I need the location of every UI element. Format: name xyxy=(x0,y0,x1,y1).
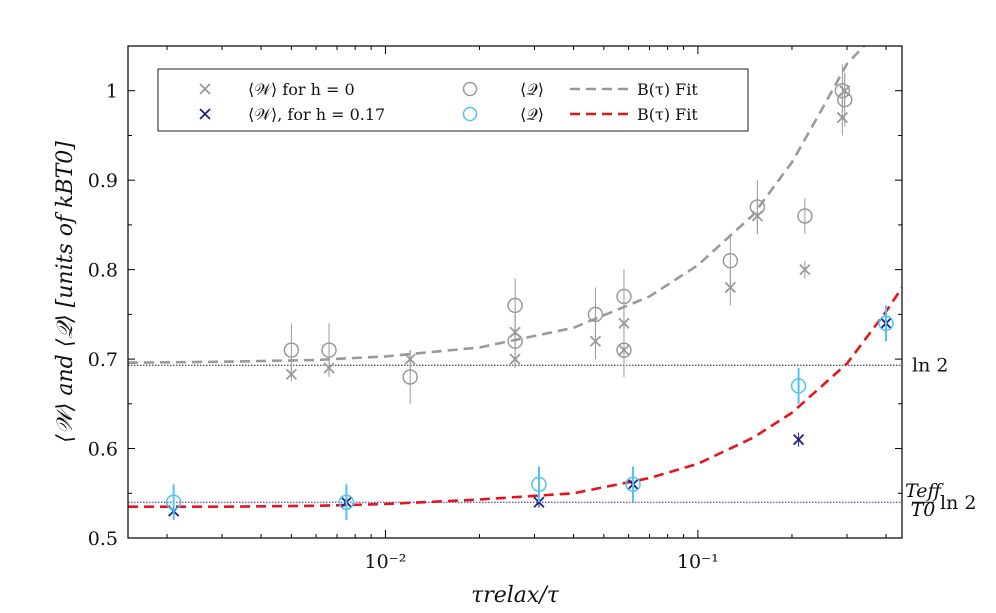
data-point-circle xyxy=(616,288,632,305)
y-tick-label: 0.9 xyxy=(88,170,118,192)
y-tick-label: 0.5 xyxy=(88,528,118,550)
data-point-circle xyxy=(283,342,300,358)
data-point-x xyxy=(799,263,811,276)
reference-label-tail: ln 2 xyxy=(940,492,976,514)
data-point-circle xyxy=(402,369,418,385)
legend-marker xyxy=(199,108,211,120)
reference-line-label: ln 2 xyxy=(912,354,948,376)
legend-marker xyxy=(462,81,478,97)
data-point-circle xyxy=(749,199,766,215)
legend-marker xyxy=(199,83,211,95)
data-point-circle xyxy=(616,342,632,358)
legend-entry: ⟨𝒬⟩ xyxy=(462,105,544,124)
marker-stroke xyxy=(799,263,811,276)
legend-label: ⟨𝒬⟩ xyxy=(520,105,544,124)
legend-label: ⟨𝒲⟩, for h = 0.17 xyxy=(248,105,385,124)
legend-entry: ⟨𝒲⟩, for h = 0.17 xyxy=(199,105,385,124)
marker-stroke xyxy=(792,433,805,446)
reference-label-denominator: T0 xyxy=(911,499,936,521)
data-point-circle xyxy=(507,333,523,349)
legend-marker xyxy=(462,106,478,122)
data-point-x xyxy=(792,433,805,446)
y-axis-label: ⟨𝒲⟩ and ⟨𝒬⟩ [units of kBT0] xyxy=(53,141,78,443)
y-tick-label: 0.7 xyxy=(88,349,118,371)
y-tick-label: 1 xyxy=(106,81,118,103)
data-point-circle xyxy=(797,208,813,224)
data-point-circle xyxy=(507,297,523,314)
legend: ⟨𝒲⟩ for h = 0 ⟨𝒲⟩, for h = 0.17 ⟨𝒬⟩ ⟨𝒬⟩ B(τ)… xyxy=(157,68,749,132)
axis-ticks: 0.5 0.6 0.7 0.8 0.9 1 10⁻² 10⁻¹ xyxy=(88,46,902,573)
legend-label: B(τ) Fit xyxy=(637,105,698,124)
data-point-circle xyxy=(338,494,355,510)
data-point-circle xyxy=(836,91,853,108)
fit-curves xyxy=(128,46,902,508)
fit-curve-gray xyxy=(128,46,865,364)
x-tick-label: 10⁻² xyxy=(365,551,407,573)
fit-curve-red xyxy=(128,286,902,508)
plot-frame xyxy=(127,45,903,539)
data-points xyxy=(165,63,894,521)
reference-label-numerator: Teff xyxy=(905,480,944,502)
data-point-circle xyxy=(165,494,182,510)
legend-entry: B(τ) Fit xyxy=(570,105,698,124)
legend-label: B(τ) Fit xyxy=(637,80,698,99)
data-point-circle xyxy=(587,306,604,323)
data-point-circle xyxy=(321,342,337,358)
data-point-circle xyxy=(790,378,807,394)
data-point-circle xyxy=(878,315,894,332)
data-point-circle xyxy=(531,476,547,493)
legend-entry: ⟨𝒬⟩ xyxy=(462,80,544,99)
legend-label: ⟨𝒲⟩ for h = 0 xyxy=(248,80,355,99)
legend-entry: B(τ) Fit xyxy=(570,80,698,99)
data-point-circle xyxy=(834,82,851,99)
series-3 xyxy=(165,305,894,521)
data-point-circle xyxy=(625,476,641,493)
x-tick-label: 10⁻¹ xyxy=(677,551,719,573)
legend-box xyxy=(157,68,749,132)
legend-entry: ⟨𝒲⟩ for h = 0 xyxy=(199,80,355,99)
y-tick-label: 0.6 xyxy=(88,439,118,461)
series-2 xyxy=(283,63,853,404)
y-tick-label: 0.8 xyxy=(88,260,118,282)
x-axis-label: τrelax/τ xyxy=(471,583,560,608)
data-point-circle xyxy=(722,252,739,269)
legend-label: ⟨𝒬⟩ xyxy=(520,80,544,99)
